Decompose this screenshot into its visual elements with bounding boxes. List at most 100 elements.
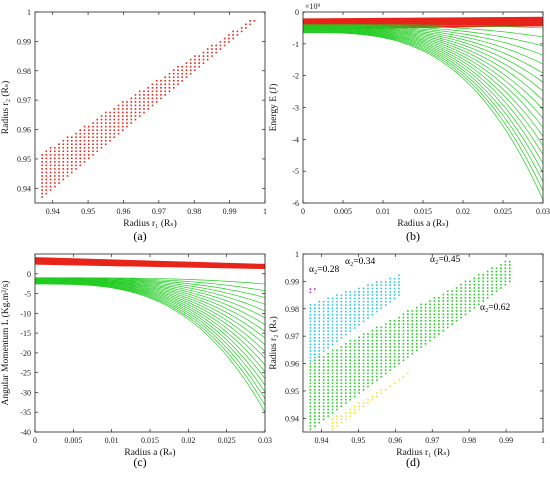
scatter-point bbox=[349, 343, 352, 345]
scatter-point bbox=[415, 339, 418, 342]
scatter-point bbox=[96, 118, 99, 121]
scatter-point bbox=[371, 339, 374, 342]
scatter-point bbox=[353, 372, 356, 375]
scatter-point bbox=[371, 395, 374, 398]
scatter-point bbox=[389, 284, 391, 287]
scatter-point bbox=[442, 323, 445, 325]
scatter-point bbox=[438, 323, 440, 325]
scatter-point bbox=[322, 330, 325, 333]
scatter-point bbox=[460, 313, 462, 316]
scatter-point bbox=[345, 392, 347, 394]
scatter-point bbox=[371, 362, 374, 365]
scatter-point bbox=[380, 392, 383, 394]
scatter-point bbox=[442, 326, 445, 329]
scatter-point bbox=[371, 307, 374, 310]
x-tick-label: 0.025 bbox=[218, 436, 236, 445]
scatter-point bbox=[327, 385, 329, 388]
scatter-point bbox=[393, 339, 396, 342]
scatter-point bbox=[331, 418, 334, 421]
scatter-point bbox=[393, 284, 396, 287]
scatter-point bbox=[358, 385, 360, 388]
scatter-point bbox=[451, 290, 453, 293]
scatter-point bbox=[367, 385, 369, 388]
scatter-point bbox=[469, 297, 471, 299]
scatter-point bbox=[155, 87, 158, 89]
scatter-point bbox=[327, 412, 329, 414]
scatter-point bbox=[49, 182, 52, 184]
scatter-point bbox=[349, 366, 352, 368]
scatter-point bbox=[181, 69, 183, 71]
scatter-point bbox=[482, 287, 484, 289]
scatter-point bbox=[451, 313, 453, 316]
scatter-point bbox=[415, 343, 418, 345]
y-tick-label: -10 bbox=[20, 309, 31, 318]
green-curve bbox=[303, 28, 544, 119]
green-curve bbox=[35, 281, 266, 366]
scatter-point bbox=[393, 294, 396, 296]
scatter-point bbox=[309, 425, 312, 427]
scatter-point bbox=[309, 408, 312, 411]
scatter-point bbox=[345, 297, 347, 300]
scatter-point bbox=[353, 356, 356, 358]
scatter-point bbox=[491, 290, 493, 293]
scatter-point bbox=[92, 125, 94, 128]
scatter-point bbox=[314, 412, 316, 414]
scatter-point bbox=[49, 171, 52, 174]
green-curve bbox=[35, 278, 266, 312]
scatter-point bbox=[87, 146, 90, 149]
scatter-point bbox=[336, 405, 338, 408]
scatter-point bbox=[75, 146, 77, 149]
scatter-point bbox=[62, 146, 65, 149]
scatter-point bbox=[151, 83, 154, 86]
scatter-point bbox=[318, 323, 321, 326]
scatter-point bbox=[446, 310, 449, 312]
scatter-point bbox=[389, 287, 391, 290]
scatter-point bbox=[143, 111, 145, 114]
scatter-point bbox=[367, 346, 369, 348]
scatter-point bbox=[121, 115, 124, 117]
scatter-point bbox=[79, 157, 82, 160]
scatter-point bbox=[83, 146, 86, 149]
scatter-point bbox=[464, 297, 467, 299]
scatter-point bbox=[473, 283, 476, 286]
scatter-point bbox=[147, 87, 150, 89]
scatter-point bbox=[322, 415, 325, 417]
scatter-point bbox=[177, 83, 179, 86]
scatter-point bbox=[104, 125, 107, 128]
scatter-point bbox=[75, 164, 77, 167]
scatter-point bbox=[384, 287, 387, 290]
scatter-point bbox=[104, 115, 107, 117]
scatter-point bbox=[134, 104, 137, 107]
scatter-point bbox=[331, 323, 334, 326]
scatter-point bbox=[508, 277, 511, 279]
scatter-point bbox=[376, 294, 378, 296]
scatter-point bbox=[66, 157, 69, 160]
scatter-point bbox=[349, 395, 352, 398]
scatter-point bbox=[446, 313, 449, 316]
scatter-point bbox=[345, 310, 347, 313]
scatter-point bbox=[245, 23, 247, 26]
scatter-point bbox=[62, 175, 65, 177]
y-tick-label: -5 bbox=[24, 290, 31, 299]
scatter-point bbox=[331, 395, 334, 398]
scatter-point bbox=[45, 168, 48, 170]
scatter-point bbox=[223, 41, 226, 43]
scatter-point bbox=[54, 182, 56, 184]
scatter-point bbox=[331, 425, 334, 427]
scatter-point bbox=[54, 171, 56, 174]
scatter-point bbox=[41, 168, 43, 170]
y-exponent-label: ×10⁹ bbox=[305, 2, 321, 11]
scatter-point bbox=[451, 310, 453, 312]
scatter-point bbox=[371, 287, 374, 290]
scatter-point bbox=[62, 164, 65, 167]
scatter-point bbox=[314, 317, 316, 319]
scatter-point bbox=[384, 326, 387, 329]
scatter-point bbox=[322, 323, 325, 326]
scatter-point bbox=[309, 418, 312, 421]
scatter-point bbox=[411, 326, 414, 329]
scatter-point bbox=[345, 346, 347, 348]
scatter-point bbox=[134, 97, 137, 100]
scatter-point bbox=[376, 352, 378, 355]
scatter-point bbox=[314, 402, 316, 404]
scatter-point bbox=[83, 129, 86, 131]
